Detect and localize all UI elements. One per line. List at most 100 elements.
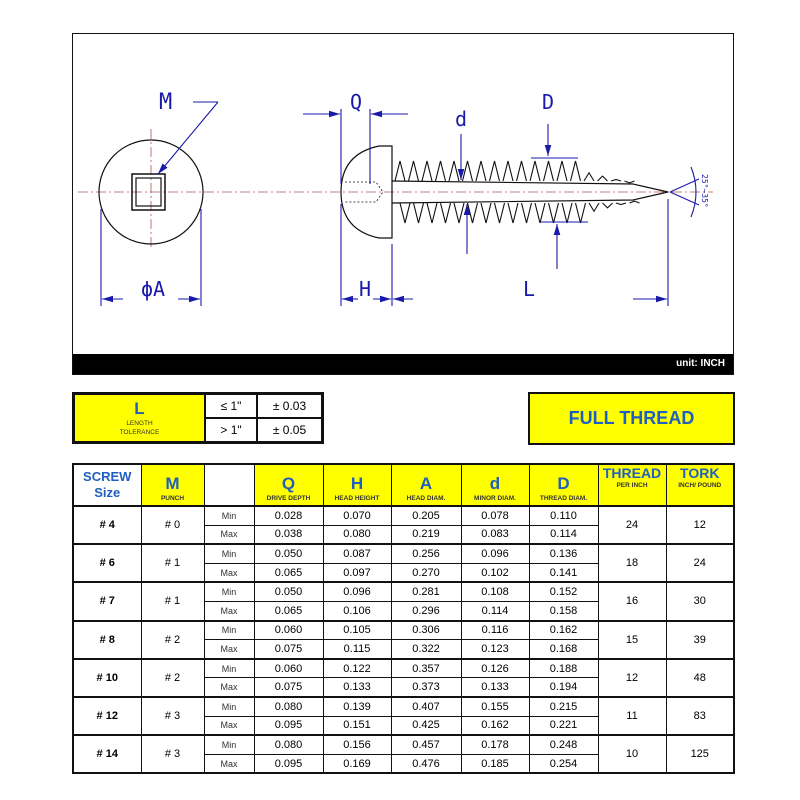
table-row: # 6 # 1 Min 0.050 0.087 0.256 0.096 0.136 18 24 xyxy=(72,543,735,583)
min-value: 0.060 xyxy=(253,657,324,679)
header-main: SCREW Size xyxy=(83,469,132,500)
max-value: 0.141 xyxy=(528,562,599,583)
min-value: 0.215 xyxy=(528,695,599,717)
threads-per-inch: 18 xyxy=(597,543,667,583)
header-sub: PER INCH xyxy=(616,482,648,489)
label-m: M xyxy=(159,90,172,115)
screw-size: # 12 xyxy=(72,695,142,736)
max-value: 0.114 xyxy=(528,524,599,545)
header-main: M xyxy=(165,474,180,493)
torque: 39 xyxy=(665,619,735,660)
table-row: Max 0.065 0.106 0.296 0.114 0.158 xyxy=(73,600,734,622)
column-header: D THREAD DIAM. xyxy=(528,463,599,507)
label-q: Q xyxy=(350,90,362,114)
max-value: 0.095 xyxy=(253,715,324,736)
min-label: Min xyxy=(203,543,255,564)
max-value: 0.075 xyxy=(253,677,324,698)
max-value: 0.158 xyxy=(528,600,599,622)
column-header: SCREW Size xyxy=(72,463,142,507)
max-value: 0.102 xyxy=(460,562,530,583)
column-header: M PUNCH xyxy=(140,463,205,507)
min-value: 0.162 xyxy=(528,619,599,641)
header-sub: INCH/ POUND xyxy=(678,482,722,489)
max-label: Max xyxy=(203,639,255,660)
torque: 48 xyxy=(665,657,735,698)
max-value: 0.083 xyxy=(460,524,530,545)
max-value: 0.114 xyxy=(460,600,530,622)
spec-table: SCREW Size M PUNCH Q DRIVE DEPTH H HEAD HEIGHT… xyxy=(72,463,735,775)
table-row: # 4 # 0 Min 0.028 0.070 0.205 0.078 0.110 24 12 xyxy=(72,504,735,545)
tolerance-value: ± 0.05 xyxy=(257,418,322,442)
label-major-d: D xyxy=(542,90,554,114)
table-row: # 8 # 2 Min 0.060 0.105 0.306 0.116 0.162 15 39 xyxy=(72,619,735,660)
max-value: 0.185 xyxy=(460,753,530,774)
max-value: 0.133 xyxy=(460,677,530,698)
table-row: Max 0.075 0.115 0.322 0.123 0.168 xyxy=(73,639,734,660)
header-sub: THREAD DIAM. xyxy=(539,495,588,502)
max-value: 0.133 xyxy=(322,677,392,698)
punch-size: # 0 xyxy=(140,504,205,545)
max-value: 0.162 xyxy=(460,715,530,736)
min-label: Min xyxy=(203,619,255,641)
screw-size: # 7 xyxy=(72,581,142,622)
max-value: 0.373 xyxy=(390,677,462,698)
head-top-view xyxy=(98,139,204,245)
punch-size: # 2 xyxy=(140,619,205,660)
min-value: 0.306 xyxy=(390,619,462,641)
min-value: 0.080 xyxy=(253,734,324,755)
min-value: 0.281 xyxy=(390,581,462,602)
min-value: 0.078 xyxy=(460,504,530,526)
punch-size: # 2 xyxy=(140,657,205,698)
torque: 30 xyxy=(665,581,735,622)
min-value: 0.122 xyxy=(322,657,392,679)
min-value: 0.152 xyxy=(528,581,599,602)
min-value: 0.248 xyxy=(528,734,599,755)
max-value: 0.194 xyxy=(528,677,599,698)
label-angle: 25°~35° xyxy=(700,174,709,208)
table-row: # 12 # 3 Min 0.080 0.139 0.407 0.155 0.215 11 83 xyxy=(72,695,735,736)
min-label: Min xyxy=(203,734,255,755)
screw-diagram: M ϕA Q H L d D 25°~35° xyxy=(78,90,713,306)
header-main: Q xyxy=(281,474,296,493)
column-header: Q DRIVE DEPTH xyxy=(253,463,324,507)
max-value: 0.270 xyxy=(390,562,462,583)
max-value: 0.080 xyxy=(322,524,392,545)
tolerance-label: L xyxy=(134,399,145,418)
max-value: 0.038 xyxy=(253,524,324,545)
header-sub: PUNCH xyxy=(160,495,185,502)
max-value: 0.254 xyxy=(528,753,599,774)
column-header: d MINOR DIAM. xyxy=(460,463,530,507)
threads-per-inch: 10 xyxy=(597,734,667,774)
max-value: 0.221 xyxy=(528,715,599,736)
min-label: Min xyxy=(203,581,255,602)
min-value: 0.126 xyxy=(460,657,530,679)
torque: 83 xyxy=(665,695,735,736)
min-value: 0.110 xyxy=(528,504,599,526)
tolerance-cond: > 1" xyxy=(205,418,257,442)
min-value: 0.205 xyxy=(390,504,462,526)
min-value: 0.457 xyxy=(390,734,462,755)
label-h: H xyxy=(359,277,371,301)
min-value: 0.080 xyxy=(253,695,324,717)
column-header: H HEAD HEIGHT xyxy=(322,463,392,507)
min-value: 0.050 xyxy=(253,543,324,564)
screw-size: # 14 xyxy=(72,734,142,774)
min-label: Min xyxy=(203,695,255,717)
max-value: 0.123 xyxy=(460,639,530,660)
label-a: ϕA xyxy=(141,277,165,301)
label-l: L xyxy=(523,277,535,301)
header-main: D xyxy=(557,474,570,493)
table-row: Max 0.095 0.169 0.476 0.185 0.254 xyxy=(73,753,734,774)
header-sub: MINOR DIAM. xyxy=(474,495,516,502)
technical-drawing: M ϕA Q H L d D 25°~35° unit: INCH xyxy=(72,33,734,375)
max-label: Max xyxy=(203,600,255,622)
max-value: 0.151 xyxy=(322,715,392,736)
screw-size: # 6 xyxy=(72,543,142,583)
min-value: 0.188 xyxy=(528,657,599,679)
min-label: Min xyxy=(203,657,255,679)
max-value: 0.097 xyxy=(322,562,392,583)
threads-per-inch: 24 xyxy=(597,504,667,545)
header-sub: DRIVE DEPTH xyxy=(266,495,311,502)
max-value: 0.476 xyxy=(390,753,462,774)
